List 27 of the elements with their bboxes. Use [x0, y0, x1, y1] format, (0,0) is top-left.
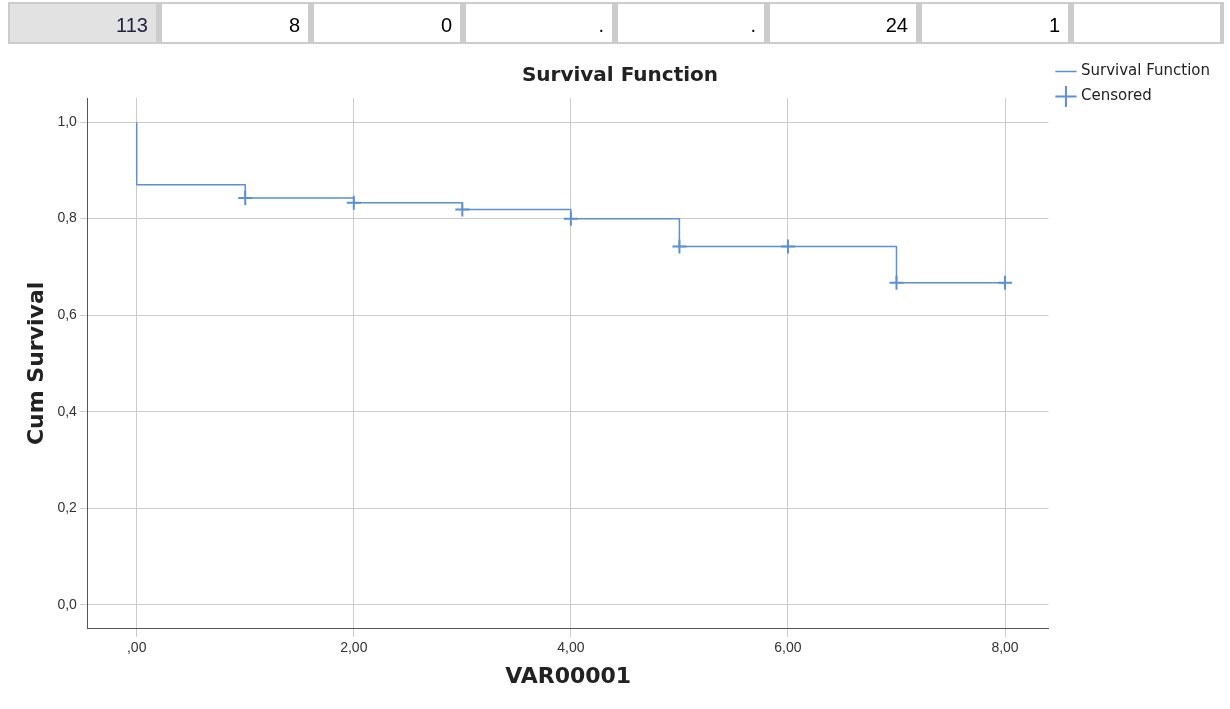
- text: 1: [920, 2, 1072, 44]
- point: [345, 194, 362, 211]
- text: 8: [160, 2, 312, 44]
- y-tick-label: 0,4: [57, 402, 78, 419]
- x-tick-label: 2,00: [340, 639, 368, 656]
- text: 0: [312, 2, 464, 44]
- point: [671, 238, 688, 255]
- y-tick-label: 1,0: [57, 112, 78, 129]
- chart-title: Survival Function: [521, 62, 719, 87]
- legend-label: Censored: [1080, 86, 1152, 105]
- x-tick-label: ,00: [126, 639, 147, 656]
- y-tick-label: 0,0: [57, 595, 78, 612]
- x-tick-label: 4,00: [557, 639, 585, 656]
- text: 113: [8, 2, 160, 44]
- x-tick-label: 6,00: [774, 639, 802, 656]
- point: [779, 238, 796, 255]
- x-tick-label: 8,00: [991, 639, 1019, 656]
- x-axis-title: VAR00001: [505, 662, 632, 688]
- legend-label: Survival Function: [1080, 61, 1210, 80]
- point: [454, 201, 471, 218]
- y-tick-label: 0,8: [57, 209, 78, 226]
- y-tick-label: 0,2: [57, 499, 78, 516]
- y-axis-title: Cum Survival: [22, 281, 48, 446]
- text: 24: [768, 2, 920, 44]
- text: .: [616, 2, 768, 44]
- text: .: [464, 2, 616, 44]
- y-tick-label: 0,6: [57, 306, 78, 322]
